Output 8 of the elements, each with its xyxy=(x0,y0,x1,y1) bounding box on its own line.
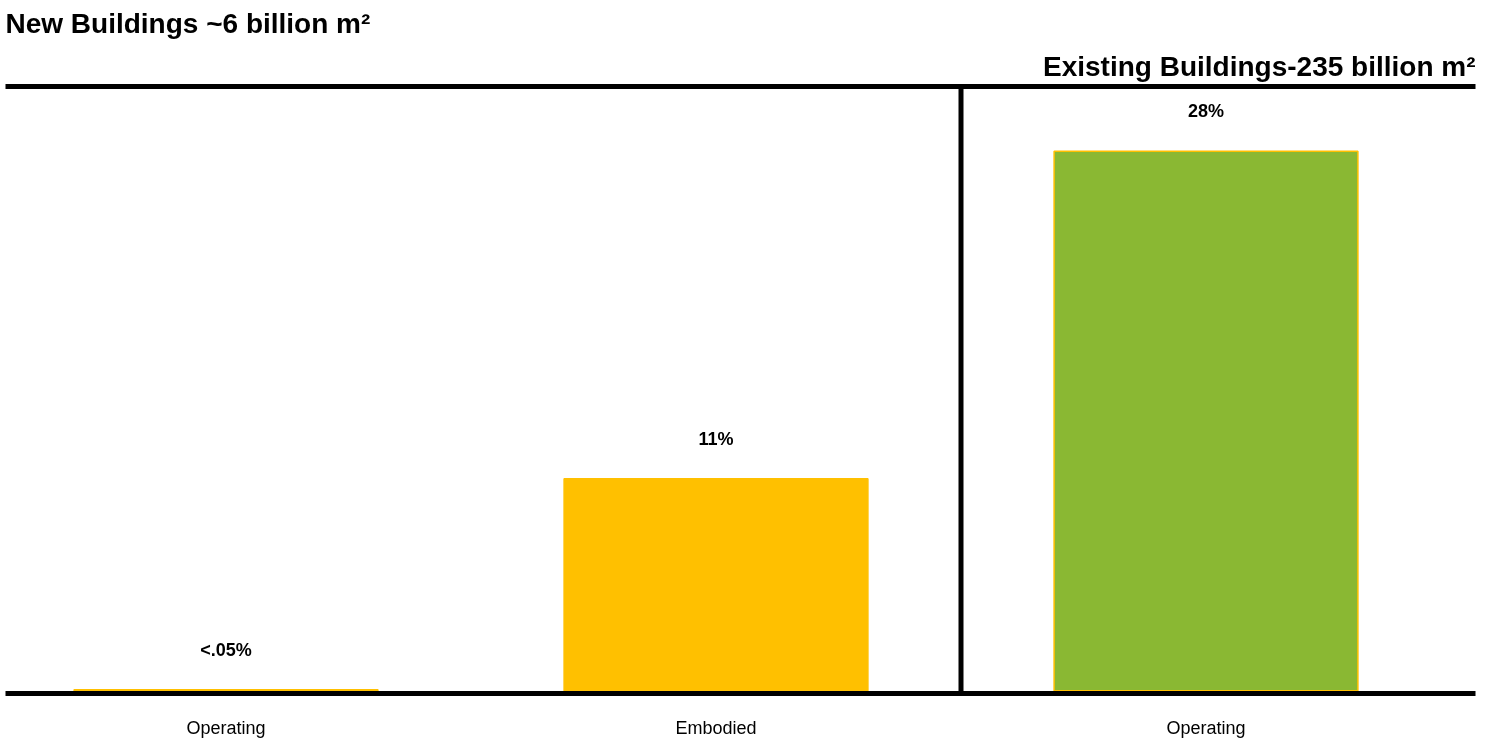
text: Existing Buildings-235 billion m² xyxy=(1043,50,1476,82)
data-label: 11% xyxy=(698,428,734,449)
x-tick-label: Operating xyxy=(1166,717,1246,738)
data-label: <.05% xyxy=(200,639,252,660)
x-tick-label: Operating xyxy=(186,717,266,738)
data-label: 28% xyxy=(1187,101,1225,122)
chart-title: New Buildings ~6 billion m² xyxy=(5,7,371,39)
x-tick-label: Embodied xyxy=(675,717,757,738)
